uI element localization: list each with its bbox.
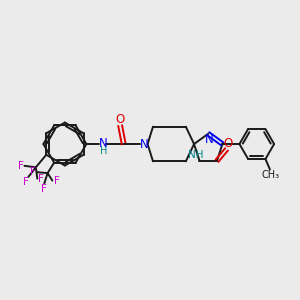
Text: F: F [30,167,36,177]
Text: F: F [23,177,29,187]
Text: NH: NH [188,150,204,160]
Text: H: H [100,146,107,156]
Text: O: O [224,137,233,151]
Text: N: N [140,137,148,151]
Text: F: F [41,184,47,194]
Text: N: N [205,133,214,146]
Text: O: O [116,113,125,126]
Text: N: N [98,137,107,150]
Text: CH₃: CH₃ [262,170,280,180]
Text: F: F [54,176,59,186]
Text: F: F [18,161,24,171]
Text: F: F [38,174,44,184]
